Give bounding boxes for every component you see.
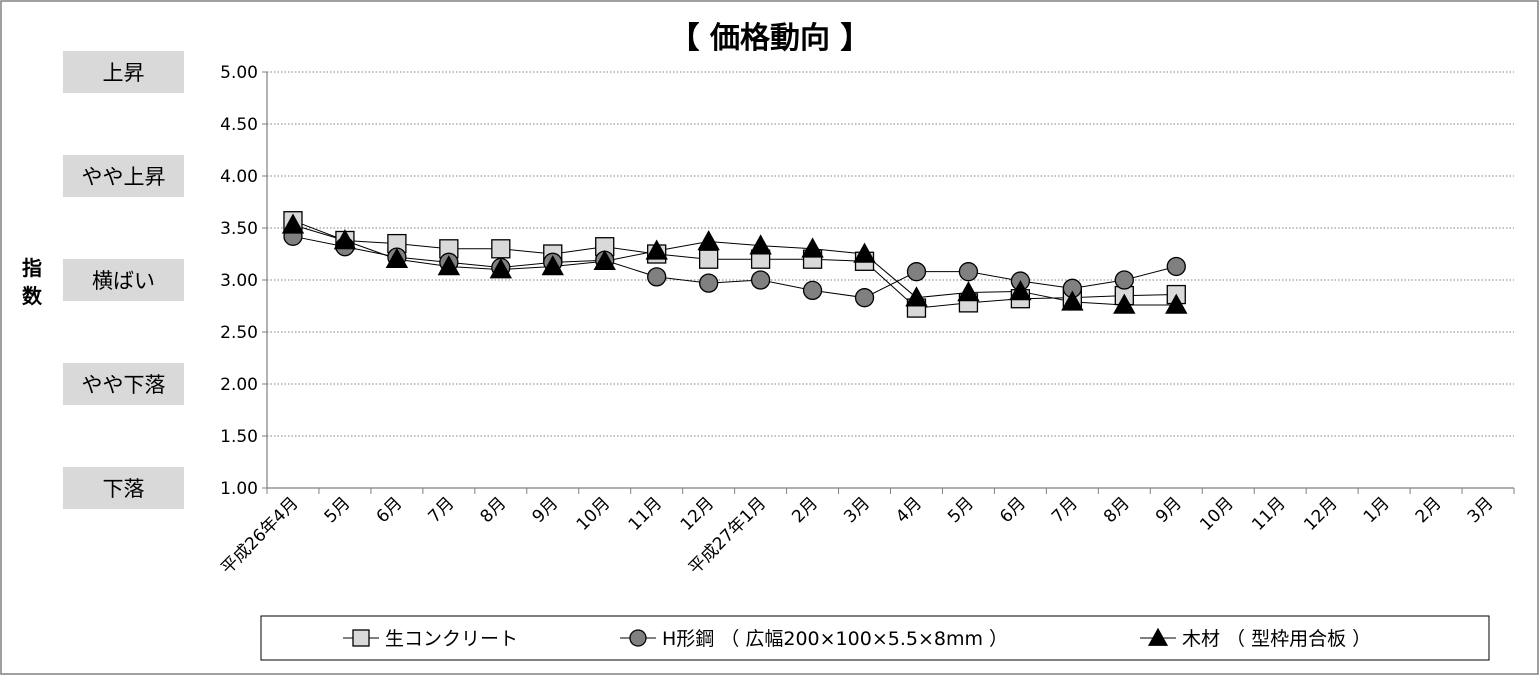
data-point [1114,270,1134,290]
data-point [854,288,875,308]
data-point [698,273,719,293]
data-point [1009,280,1032,301]
data-point [541,255,564,276]
data-point [645,239,668,260]
data-point [489,258,513,279]
legend-marker-circle [629,629,647,647]
data-point [491,239,511,259]
gridlines-group [267,71,1514,437]
level-label: やや上昇 [82,165,166,189]
legend-marker-square [352,629,370,647]
legend-label: 木材 （ 型枠用合板 ） [1182,628,1371,650]
y-axis-label-group: 指数 [22,256,43,308]
level-label-box [63,467,184,509]
level-label: 下落 [103,477,145,501]
series-points-triangle [281,213,1188,314]
data-point [749,234,772,255]
y-tick-label: 4.50 [220,115,258,135]
y-axis-label-char: 数 [22,284,43,308]
level-label-box [63,155,184,197]
data-point [906,262,927,282]
y-tick-label: 5.00 [220,63,258,83]
level-label-box [63,259,184,301]
data-point [647,267,667,287]
y-tick-label: 1.50 [220,427,258,447]
legend-box [260,615,1490,661]
y-tick-label: 2.00 [220,375,258,395]
level-label-box [63,363,184,405]
legend-marker-triangle [1147,627,1169,646]
level-label: やや下落 [82,373,166,397]
data-point [593,249,616,271]
legend-label: 生コンクリート [385,628,518,650]
data-point [437,255,461,276]
y-tick-labels-group: 1.00 1.50 2.00 2.50 3.00 3.50 4.00 4.50 5.00 [220,63,258,499]
y-axis-label-char: 指 [22,256,42,280]
y-tick-label: 1.00 [220,479,258,499]
axes-group [262,71,1515,494]
data-point [697,230,720,251]
data-point [1166,256,1186,277]
data-point [281,213,305,234]
level-label: 上昇 [103,61,145,85]
data-point [1165,293,1188,314]
level-label: 横ばい [92,269,155,293]
data-point [957,281,980,302]
series-group [281,211,1188,318]
data-point [750,270,771,290]
data-point [905,286,928,307]
data-point [333,229,357,250]
y-tick-label: 2.50 [220,323,258,343]
data-point [1113,293,1136,314]
data-point [853,242,876,263]
data-point [1061,290,1084,311]
legend: 生コンクリート H形鋼 （ 広幅200×100×5.5×8mm ） 木材 （ 型枠用… [260,615,1490,661]
data-point [698,249,719,269]
level-label-box [63,51,184,93]
data-point [385,247,409,268]
chart-title: 【 価格動向 】 [670,21,871,56]
legend-label: H形鋼 （ 広幅200×100×5.5×8mm ） [662,628,1008,650]
data-point [958,262,979,282]
y-tick-label: 3.50 [220,219,258,239]
data-point [802,280,823,301]
y-tick-label: 3.00 [220,271,258,291]
data-point [801,237,824,258]
y-tick-label: 4.00 [220,167,258,187]
